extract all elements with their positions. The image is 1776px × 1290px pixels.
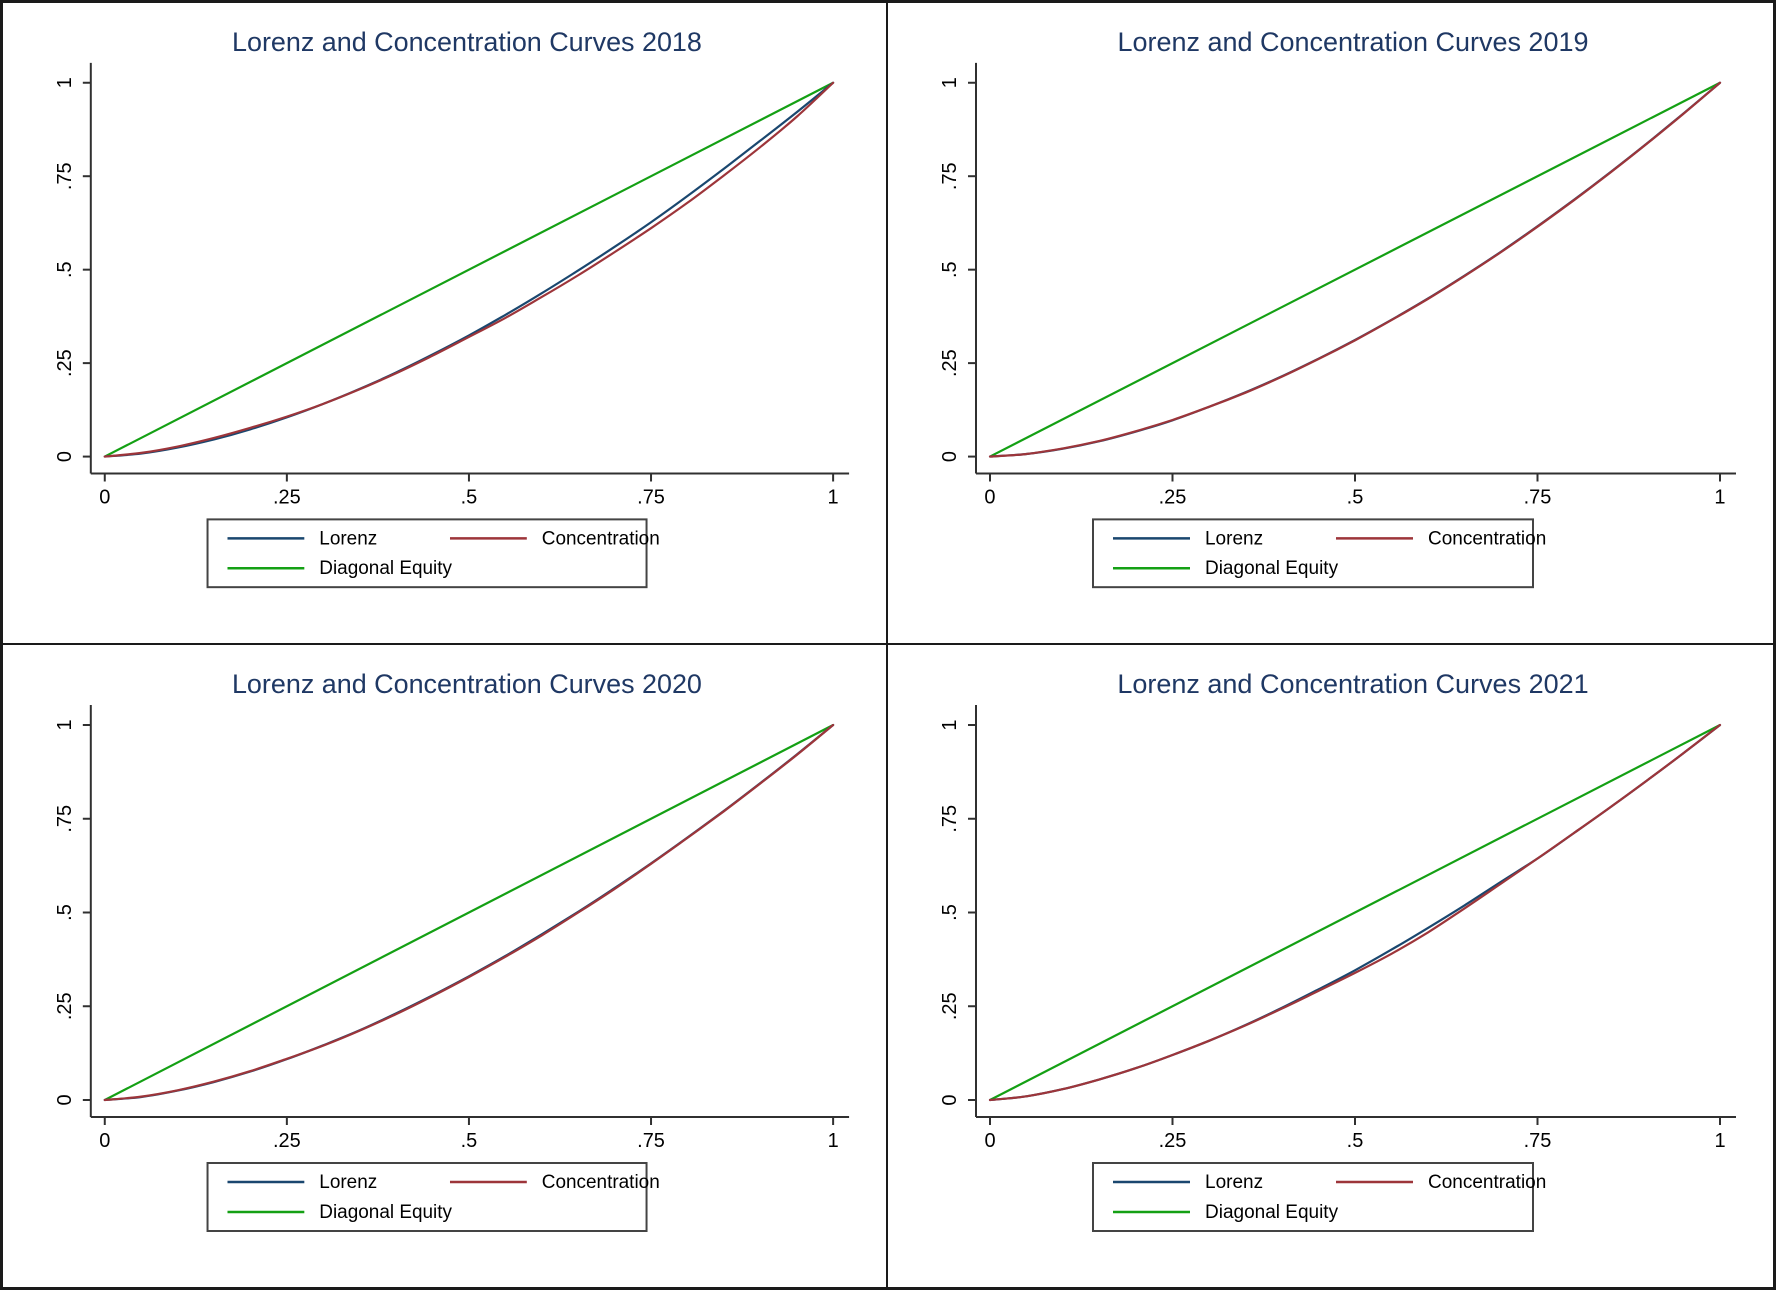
y-tick-label: .5: [54, 261, 76, 278]
legend-2018: Lorenz Concentration Diagonal Equity: [206, 518, 660, 589]
chart-2020: Lorenz and Concentration Curves 2020 0 .2…: [54, 669, 850, 1232]
series-line-concentration: [103, 723, 835, 1102]
x-tick-label: 0: [99, 486, 110, 508]
y-tick-label: 0: [939, 1094, 961, 1105]
x-tick-label: .25: [273, 1130, 301, 1152]
series-line-lorenz: [103, 81, 835, 458]
y-tick-label: .25: [939, 349, 961, 377]
x-tick-label: 0: [99, 1130, 110, 1152]
y-tick-label: 1: [939, 719, 961, 730]
x-tick-label: .5: [461, 1130, 478, 1152]
x-tick-label: 0: [984, 1130, 995, 1152]
panel-2018: Lorenz and Concentration Curves 2018 0 .2…: [3, 3, 888, 645]
x-tick-label: .25: [273, 486, 301, 508]
legend-label-lorenz: Lorenz: [319, 1172, 377, 1193]
x-tick-label: .75: [1524, 486, 1552, 508]
curves-2021: [988, 723, 1722, 1102]
series-line-diagonal-equity: [104, 81, 834, 458]
series-line-diagonal-equity: [989, 724, 1721, 1101]
y-tick-label: 1: [54, 719, 76, 730]
legend-label-concentration: Concentration: [1428, 528, 1546, 549]
chart-2021: Lorenz and Concentration Curves 2021 0 .2…: [939, 669, 1736, 1232]
legend-box: [1092, 1162, 1534, 1232]
x-tick-label: .25: [1159, 1130, 1187, 1152]
curves-2019: [988, 81, 1722, 458]
axes-2018: 0 .25 .5 .75 1 0 .25 .5 .75 1: [54, 62, 850, 508]
panel-2021: Lorenz and Concentration Curves 2021 0 .2…: [888, 645, 1773, 1287]
x-tick-label: 1: [828, 1130, 839, 1152]
legend-box: [1092, 518, 1534, 589]
y-tick-label: .75: [939, 162, 961, 190]
x-tick-label: .25: [1159, 486, 1187, 508]
series-line-concentration: [988, 723, 1722, 1102]
legend-box: [206, 518, 648, 589]
legend-label-diagonal-equity: Diagonal Equity: [319, 558, 452, 579]
axes-2019: 0 .25 .5 .75 1 0 .25 .5 .75 1: [939, 62, 1736, 508]
series-line-diagonal-equity: [989, 81, 1721, 458]
legend-label-diagonal-equity: Diagonal Equity: [1205, 558, 1339, 579]
y-tick-label: .75: [54, 162, 76, 190]
chart-title-2019: Lorenz and Concentration Curves 2019: [1118, 27, 1589, 57]
chart-2019: Lorenz and Concentration Curves 2019 0 .2…: [939, 27, 1736, 589]
chart-title-2020: Lorenz and Concentration Curves 2020: [232, 669, 702, 699]
series-line-diagonal-equity: [104, 724, 834, 1101]
x-tick-label: 1: [1714, 486, 1725, 508]
y-tick-label: .75: [939, 805, 961, 833]
y-tick-label: 0: [939, 451, 961, 462]
x-tick-label: 1: [828, 486, 839, 508]
y-tick-label: 0: [54, 1094, 76, 1105]
legend-label-diagonal-equity: Diagonal Equity: [319, 1202, 452, 1223]
chart-2018: Lorenz and Concentration Curves 2018 0 .2…: [54, 27, 850, 589]
y-tick-label: 1: [54, 77, 76, 88]
y-tick-label: .5: [939, 261, 961, 278]
chart-title-2018: Lorenz and Concentration Curves 2018: [232, 27, 702, 57]
x-tick-label: 1: [1714, 1130, 1725, 1152]
legend-box: [206, 1162, 648, 1232]
panel-2019: Lorenz and Concentration Curves 2019 0 .2…: [888, 3, 1773, 645]
x-tick-label: .5: [1347, 486, 1364, 508]
legend-label-concentration: Concentration: [542, 528, 660, 549]
y-tick-label: .25: [939, 992, 961, 1020]
legend-2019: Lorenz Concentration Diagonal Equity: [1092, 518, 1546, 589]
y-tick-label: .25: [54, 992, 76, 1020]
legend-label-lorenz: Lorenz: [1205, 528, 1263, 549]
curves-2020: [103, 723, 835, 1102]
x-tick-label: .5: [1347, 1130, 1364, 1152]
legend-label-diagonal-equity: Diagonal Equity: [1205, 1202, 1339, 1223]
x-tick-label: .75: [637, 1130, 665, 1152]
y-tick-label: 1: [939, 77, 961, 88]
legend-2020: Lorenz Concentration Diagonal Equity: [206, 1162, 660, 1232]
legend-label-lorenz: Lorenz: [1205, 1172, 1263, 1193]
legend-2021: Lorenz Concentration Diagonal Equity: [1092, 1162, 1546, 1232]
legend-label-concentration: Concentration: [1428, 1172, 1546, 1193]
axes-2021: 0 .25 .5 .75 1 0 .25 .5 .75 1: [939, 705, 1736, 1152]
y-tick-label: .5: [54, 904, 76, 921]
x-tick-label: 0: [984, 486, 995, 508]
x-tick-label: .75: [637, 486, 665, 508]
y-tick-label: .5: [939, 904, 961, 921]
y-tick-label: 0: [54, 451, 76, 462]
y-tick-label: .75: [54, 805, 76, 833]
series-line-concentration: [103, 81, 835, 458]
x-tick-label: .5: [461, 486, 478, 508]
curves-2018: [103, 81, 835, 458]
legend-label-lorenz: Lorenz: [319, 528, 377, 549]
legend-label-concentration: Concentration: [542, 1172, 660, 1193]
axes-2020: 0 .25 .5 .75 1 0 .25 .5 .75 1: [54, 705, 850, 1152]
y-tick-label: .25: [54, 349, 76, 377]
panel-2020: Lorenz and Concentration Curves 2020 0 .2…: [3, 645, 888, 1287]
chart-title-2021: Lorenz and Concentration Curves 2021: [1117, 669, 1588, 699]
x-tick-label: .75: [1524, 1130, 1552, 1152]
series-line-concentration: [988, 81, 1722, 458]
